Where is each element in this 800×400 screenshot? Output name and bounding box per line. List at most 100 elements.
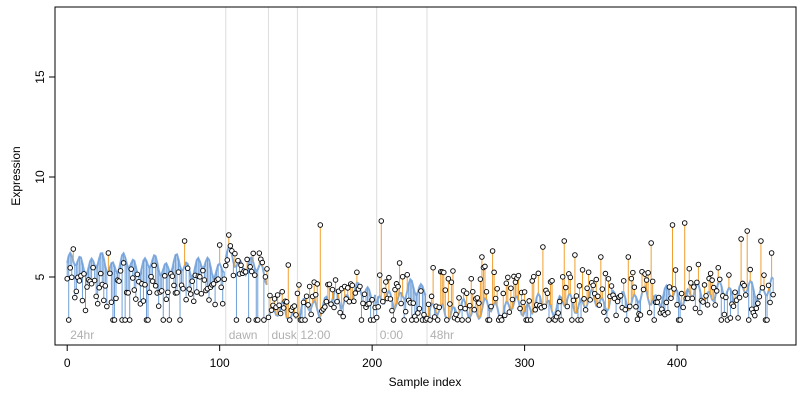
data-point <box>627 303 633 310</box>
data-point <box>212 301 218 308</box>
data-point <box>358 317 365 323</box>
region-labels: 24hr dawn dusk 12:00 0:00 48hr <box>70 328 454 342</box>
data-point <box>761 272 767 278</box>
data-point <box>671 286 677 292</box>
data-point <box>181 238 188 244</box>
data-point <box>482 263 488 270</box>
data-point <box>160 317 167 323</box>
data-point <box>134 271 141 278</box>
data-point <box>672 267 679 273</box>
data-point <box>177 317 183 323</box>
data-point <box>131 287 138 293</box>
data-point <box>416 305 423 312</box>
data-point <box>383 279 389 285</box>
data-point <box>247 264 253 270</box>
data-point <box>483 289 490 295</box>
data-point <box>215 276 221 282</box>
data-point <box>64 275 70 282</box>
data-point <box>506 309 513 315</box>
data-point <box>268 307 275 313</box>
data-point <box>340 313 346 320</box>
data-point <box>637 312 644 318</box>
data-point <box>183 296 189 303</box>
data-point <box>285 262 292 268</box>
data-point <box>721 311 728 318</box>
data-point <box>742 292 749 298</box>
data-point <box>531 273 537 280</box>
y-tick-label: 5 <box>33 273 47 280</box>
data-point <box>255 317 261 323</box>
data-point <box>76 278 83 284</box>
data-point <box>502 312 508 319</box>
data-point <box>620 278 627 284</box>
data-point <box>329 286 336 293</box>
data-point <box>710 284 717 291</box>
data-point <box>387 296 394 302</box>
data-point <box>654 299 661 305</box>
data-point <box>108 299 115 305</box>
data-point <box>142 282 148 288</box>
data-point <box>448 279 455 285</box>
data-point <box>540 244 546 250</box>
data-point <box>398 300 404 307</box>
data-point <box>668 295 674 301</box>
data-point <box>277 310 284 317</box>
data-point <box>366 300 372 307</box>
data-point <box>599 286 606 292</box>
data-point <box>596 302 603 308</box>
data-point <box>634 316 641 323</box>
data-point <box>561 238 567 244</box>
data-point <box>344 285 351 291</box>
data-point <box>595 293 601 300</box>
data-point <box>308 311 314 318</box>
data-point <box>428 293 435 300</box>
data-point <box>456 295 462 301</box>
x-axis: 0 100 200 300 400 <box>64 344 687 370</box>
data-point <box>84 284 90 290</box>
data-point <box>503 280 510 287</box>
data-point <box>165 289 171 296</box>
data-point <box>726 272 732 278</box>
data-point <box>354 269 360 276</box>
data-point <box>444 317 450 323</box>
data-point <box>218 284 224 291</box>
data-point <box>96 284 102 291</box>
y-axis: 5 10 15 <box>33 70 56 280</box>
data-point <box>262 274 269 280</box>
data-point <box>105 250 112 256</box>
x-tick-label: 0 <box>64 356 71 370</box>
data-point <box>130 275 136 281</box>
data-point <box>352 290 359 296</box>
data-point <box>541 303 548 310</box>
data-point <box>573 293 580 299</box>
region-lines <box>225 7 428 345</box>
data-point <box>238 262 244 269</box>
data-point <box>570 297 577 304</box>
data-point <box>430 264 436 271</box>
data-point <box>155 303 162 309</box>
data-point <box>476 300 482 306</box>
data-point <box>755 300 761 307</box>
data-point <box>759 285 766 291</box>
data-point <box>401 317 407 323</box>
data-point <box>427 317 433 323</box>
data-point <box>450 268 456 274</box>
data-point <box>425 301 432 308</box>
data-point <box>65 317 72 323</box>
data-point <box>465 317 471 323</box>
data-point <box>93 293 99 300</box>
data-point <box>163 296 170 303</box>
fitted-line <box>66 250 225 280</box>
data-point <box>267 292 273 299</box>
data-point <box>250 250 256 257</box>
data-point <box>736 294 743 301</box>
data-point <box>692 305 699 312</box>
data-point <box>180 285 186 292</box>
x-tick-label: 300 <box>515 356 535 370</box>
data-point <box>546 317 552 323</box>
data-point <box>488 303 494 310</box>
data-point <box>306 283 313 290</box>
data-point <box>334 298 340 305</box>
data-point <box>122 317 128 323</box>
data-point <box>151 262 157 269</box>
